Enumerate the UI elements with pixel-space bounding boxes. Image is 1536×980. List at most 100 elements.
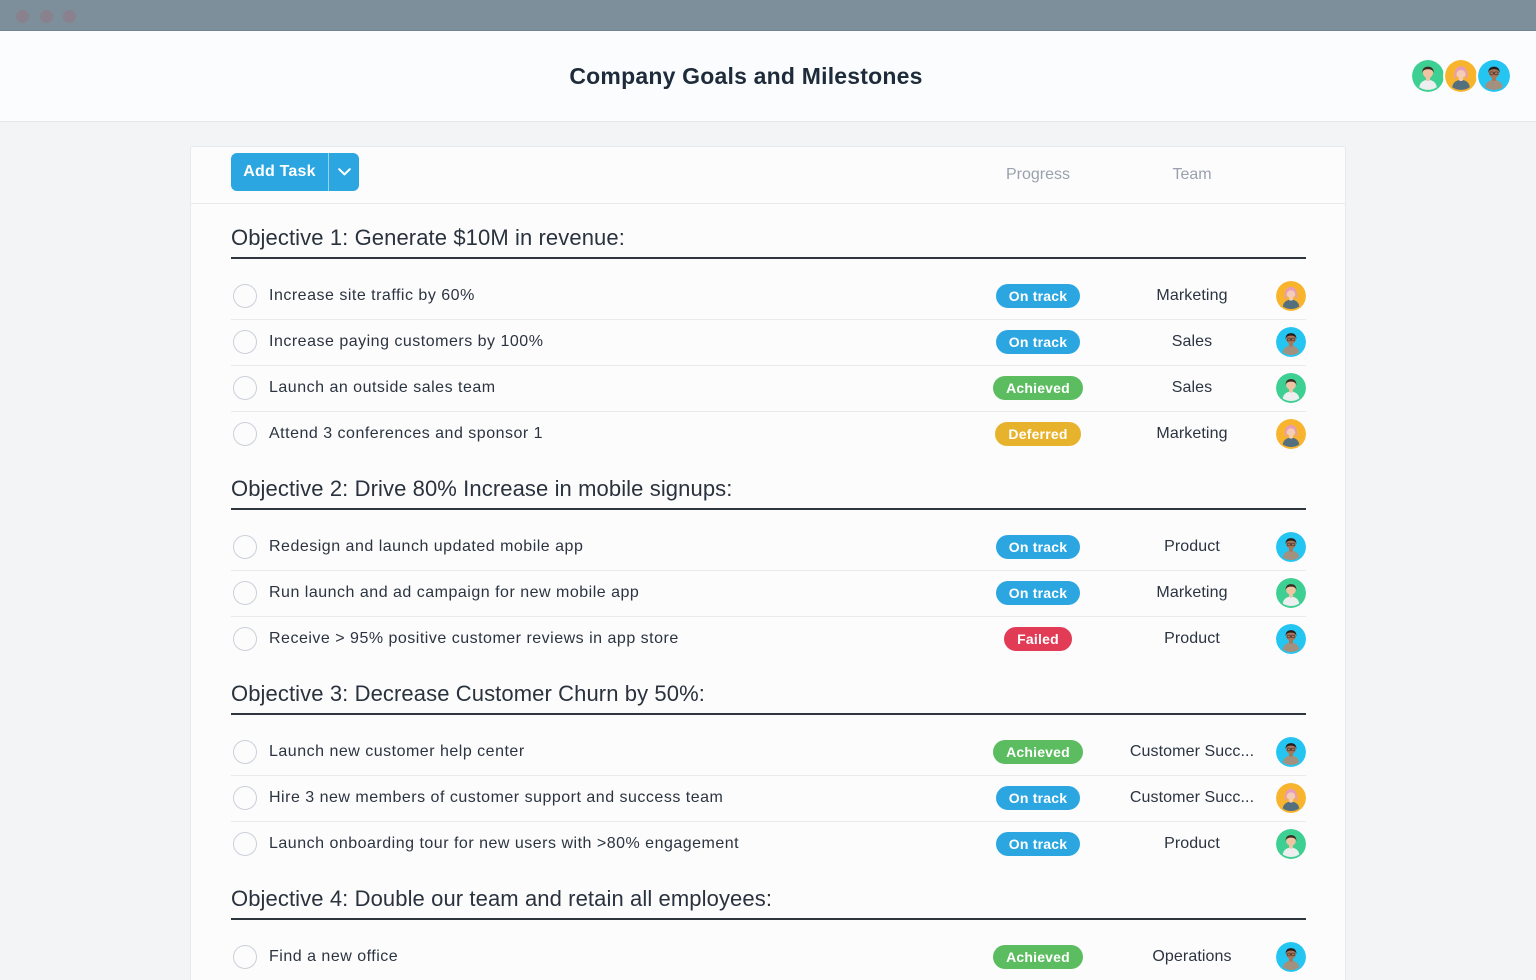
task-row[interactable]: Redesign and launch updated mobile app On… [191,524,1345,570]
task-team-cell: Marketing [1108,287,1276,305]
task-name[interactable]: Redesign and launch updated mobile app [269,538,584,555]
task-complete-checkbox[interactable] [233,422,257,446]
task-team-cell: Product [1108,538,1276,556]
objective-section: Objective 4: Double our team and retain … [191,884,1345,980]
assignee-avatar-cyan[interactable] [1276,532,1306,562]
assignee-avatar-green[interactable] [1276,829,1306,859]
task-row[interactable]: Launch an outside sales team Achieved Sale… [191,365,1345,411]
assignee-avatar-green[interactable] [1276,373,1306,403]
task-complete-checkbox[interactable] [233,330,257,354]
task-assignee-cell [1276,624,1306,654]
status-pill-achieved[interactable]: Achieved [993,376,1083,400]
browser-chrome-bar [0,0,1536,31]
header-avatar-green[interactable] [1410,58,1446,94]
task-name[interactable]: Increase paying customers by 100% [269,333,544,350]
status-pill-on-track[interactable]: On track [995,330,1081,354]
status-pill-on-track[interactable]: On track [995,786,1081,810]
team-name[interactable]: Product [1164,630,1220,647]
status-pill-on-track[interactable]: On track [995,535,1081,559]
task-name[interactable]: Launch new customer help center [269,743,525,760]
task-complete-checkbox[interactable] [233,627,257,651]
task-name[interactable]: Receive > 95% positive customer reviews … [269,630,679,647]
task-team-cell: Marketing [1108,425,1276,443]
assignee-avatar-yellow[interactable] [1276,783,1306,813]
task-row[interactable]: Launch onboarding tour for new users wit… [191,821,1345,867]
section-title[interactable]: Objective 1: Generate $10M in revenue: [231,223,1306,259]
status-pill-on-track[interactable]: On track [995,581,1081,605]
section-rows: Launch new customer help center Achieved C… [191,715,1345,867]
assignee-avatar-yellow[interactable] [1276,281,1306,311]
section-title[interactable]: Objective 4: Double our team and retain … [231,884,1306,920]
task-row[interactable]: Run launch and ad campaign for new mobil… [191,570,1345,616]
task-progress-cell: Achieved [968,376,1108,400]
team-name[interactable]: Product [1164,538,1220,555]
status-pill-achieved[interactable]: Achieved [993,945,1083,969]
section-title[interactable]: Objective 2: Drive 80% Increase in mobil… [231,474,1306,510]
team-name[interactable]: Customer Succ... [1129,789,1255,806]
assignee-avatar-cyan[interactable] [1276,624,1306,654]
task-name[interactable]: Launch onboarding tour for new users wit… [269,835,740,852]
team-name[interactable]: Marketing [1156,425,1228,442]
status-pill-failed[interactable]: Failed [1004,627,1072,651]
team-name[interactable]: Product [1164,835,1220,852]
task-assignee-cell [1276,532,1306,562]
assignee-avatar-cyan[interactable] [1276,942,1306,972]
task-row[interactable]: Hire 3 new members of customer support a… [191,775,1345,821]
header-avatar-group [1410,58,1512,94]
task-progress-cell: Failed [968,627,1108,651]
task-list-toolbar: Add Task Progress Team [191,147,1345,204]
task-complete-checkbox[interactable] [233,832,257,856]
team-name[interactable]: Sales [1171,333,1213,350]
column-header-progress: Progress [1005,166,1071,183]
task-row[interactable]: Receive > 95% positive customer reviews … [191,616,1345,662]
task-complete-checkbox[interactable] [233,535,257,559]
task-name[interactable]: Hire 3 new members of customer support a… [269,789,724,806]
status-pill-achieved[interactable]: Achieved [993,740,1083,764]
task-team-cell: Product [1108,630,1276,648]
window-minimize-dot-icon[interactable] [40,10,53,23]
assignee-avatar-green[interactable] [1276,578,1306,608]
assignee-avatar-cyan[interactable] [1276,327,1306,357]
status-pill-deferred[interactable]: Deferred [995,422,1081,446]
task-complete-checkbox[interactable] [233,786,257,810]
task-name[interactable]: Run launch and ad campaign for new mobil… [269,584,640,601]
team-name[interactable]: Operations [1152,948,1232,965]
status-pill-on-track[interactable]: On track [995,284,1081,308]
task-name[interactable]: Find a new office [269,948,399,965]
assignee-avatar-yellow[interactable] [1276,419,1306,449]
assignee-avatar-cyan[interactable] [1276,737,1306,767]
section-title[interactable]: Objective 3: Decrease Customer Churn by … [231,679,1306,715]
task-complete-checkbox[interactable] [233,376,257,400]
task-progress-cell: Deferred [968,422,1108,446]
team-name[interactable]: Sales [1171,379,1213,396]
task-row[interactable]: Increase site traffic by 60% On track Mark… [191,273,1345,319]
task-row[interactable]: Attend 3 conferences and sponsor 1 Deferr… [191,411,1345,457]
task-complete-checkbox[interactable] [233,945,257,969]
task-progress-cell: On track [968,284,1108,308]
task-row[interactable]: Find a new office Achieved Operations [191,934,1345,980]
team-name[interactable]: Marketing [1156,287,1228,304]
team-name[interactable]: Customer Succ... [1129,743,1255,760]
task-name[interactable]: Launch an outside sales team [269,379,496,396]
objective-section: Objective 1: Generate $10M in revenue: In… [191,223,1345,457]
task-list-card: Add Task Progress Team Objective 1: Gene… [190,146,1346,980]
task-complete-checkbox[interactable] [233,581,257,605]
task-complete-checkbox[interactable] [233,284,257,308]
task-row[interactable]: Increase paying customers by 100% On trac… [191,319,1345,365]
task-name[interactable]: Attend 3 conferences and sponsor 1 [269,425,544,442]
task-row[interactable]: Launch new customer help center Achieved C… [191,729,1345,775]
chevron-down-icon [337,168,351,176]
task-team-cell: Marketing [1108,584,1276,602]
task-complete-checkbox[interactable] [233,740,257,764]
section-rows: Find a new office Achieved Operations [191,920,1345,980]
task-name[interactable]: Increase site traffic by 60% [269,287,475,304]
add-task-dropdown-button[interactable] [329,153,359,191]
task-progress-cell: On track [968,581,1108,605]
window-close-dot-icon[interactable] [16,10,29,23]
header-avatar-yellow[interactable] [1443,58,1479,94]
team-name[interactable]: Marketing [1156,584,1228,601]
status-pill-on-track[interactable]: On track [995,832,1081,856]
window-zoom-dot-icon[interactable] [63,10,76,23]
header-avatar-cyan[interactable] [1476,58,1512,94]
add-task-button[interactable]: Add Task [231,153,328,191]
